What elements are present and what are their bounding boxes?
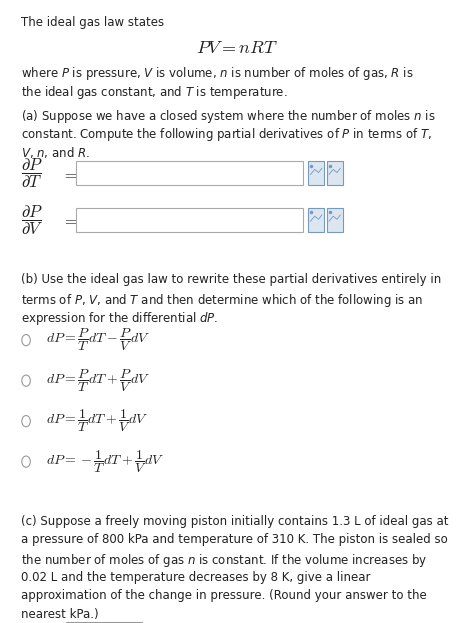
FancyBboxPatch shape	[76, 208, 303, 232]
Text: a pressure of 800 kPa and temperature of 310 K. The piston is sealed so: a pressure of 800 kPa and temperature of…	[21, 533, 448, 546]
Text: $V$, $n$, and $R$.: $V$, $n$, and $R$.	[21, 145, 90, 160]
Text: (a) Suppose we have a closed system where the number of moles $n$ is: (a) Suppose we have a closed system wher…	[21, 108, 436, 125]
Text: expression for the differential $dP$.: expression for the differential $dP$.	[21, 310, 219, 327]
Text: $dP = -\dfrac{1}{T}dT + \dfrac{1}{V}dV$: $dP = -\dfrac{1}{T}dT + \dfrac{1}{V}dV$	[46, 449, 164, 475]
Text: terms of $P$, $V$, and $T$ and then determine which of the following is an: terms of $P$, $V$, and $T$ and then dete…	[21, 292, 423, 308]
Text: $dP = \dfrac{P}{T}dT + \dfrac{P}{V}dV$: $dP = \dfrac{P}{T}dT + \dfrac{P}{V}dV$	[46, 368, 150, 394]
Text: the number of moles of gas $n$ is constant. If the volume increases by: the number of moles of gas $n$ is consta…	[21, 552, 428, 569]
Text: $dP = \dfrac{1}{T}dT + \dfrac{1}{V}dV$: $dP = \dfrac{1}{T}dT + \dfrac{1}{V}dV$	[46, 408, 148, 434]
Text: constant. Compute the following partial derivatives of $P$ in terms of $T$,: constant. Compute the following partial …	[21, 126, 432, 143]
Text: 0.02 L and the temperature decreases by 8 K, give a linear: 0.02 L and the temperature decreases by …	[21, 571, 371, 584]
Text: $=$: $=$	[62, 166, 77, 181]
Text: (b) Use the ideal gas law to rewrite these partial derivatives entirely in: (b) Use the ideal gas law to rewrite the…	[21, 273, 442, 286]
Circle shape	[22, 335, 30, 346]
FancyBboxPatch shape	[66, 622, 142, 623]
Text: $PV = nRT$: $PV = nRT$	[196, 39, 278, 57]
Text: $\dfrac{\partial P}{\partial T}$: $\dfrac{\partial P}{\partial T}$	[21, 156, 44, 190]
FancyBboxPatch shape	[308, 208, 324, 232]
FancyBboxPatch shape	[76, 161, 303, 185]
Circle shape	[22, 375, 30, 386]
Text: The ideal gas law states: The ideal gas law states	[21, 16, 164, 29]
FancyBboxPatch shape	[327, 161, 343, 185]
FancyBboxPatch shape	[327, 208, 343, 232]
Text: (c) Suppose a freely moving piston initially contains 1.3 L of ideal gas at: (c) Suppose a freely moving piston initi…	[21, 515, 449, 528]
Text: $\dfrac{\partial P}{\partial V}$: $\dfrac{\partial P}{\partial V}$	[21, 203, 44, 237]
Circle shape	[22, 456, 30, 467]
Text: $dP = \dfrac{P}{T}dT - \dfrac{P}{V}dV$: $dP = \dfrac{P}{T}dT - \dfrac{P}{V}dV$	[46, 327, 150, 353]
FancyBboxPatch shape	[308, 161, 324, 185]
Text: approximation of the change in pressure. (Round your answer to the: approximation of the change in pressure.…	[21, 589, 427, 602]
Text: where $P$ is pressure, $V$ is volume, $n$ is number of moles of gas, $R$ is: where $P$ is pressure, $V$ is volume, $n…	[21, 65, 414, 82]
Text: nearest kPa.): nearest kPa.)	[21, 608, 99, 621]
Text: $=$: $=$	[62, 212, 77, 227]
Text: the ideal gas constant, and $T$ is temperature.: the ideal gas constant, and $T$ is tempe…	[21, 84, 288, 101]
Circle shape	[22, 416, 30, 427]
